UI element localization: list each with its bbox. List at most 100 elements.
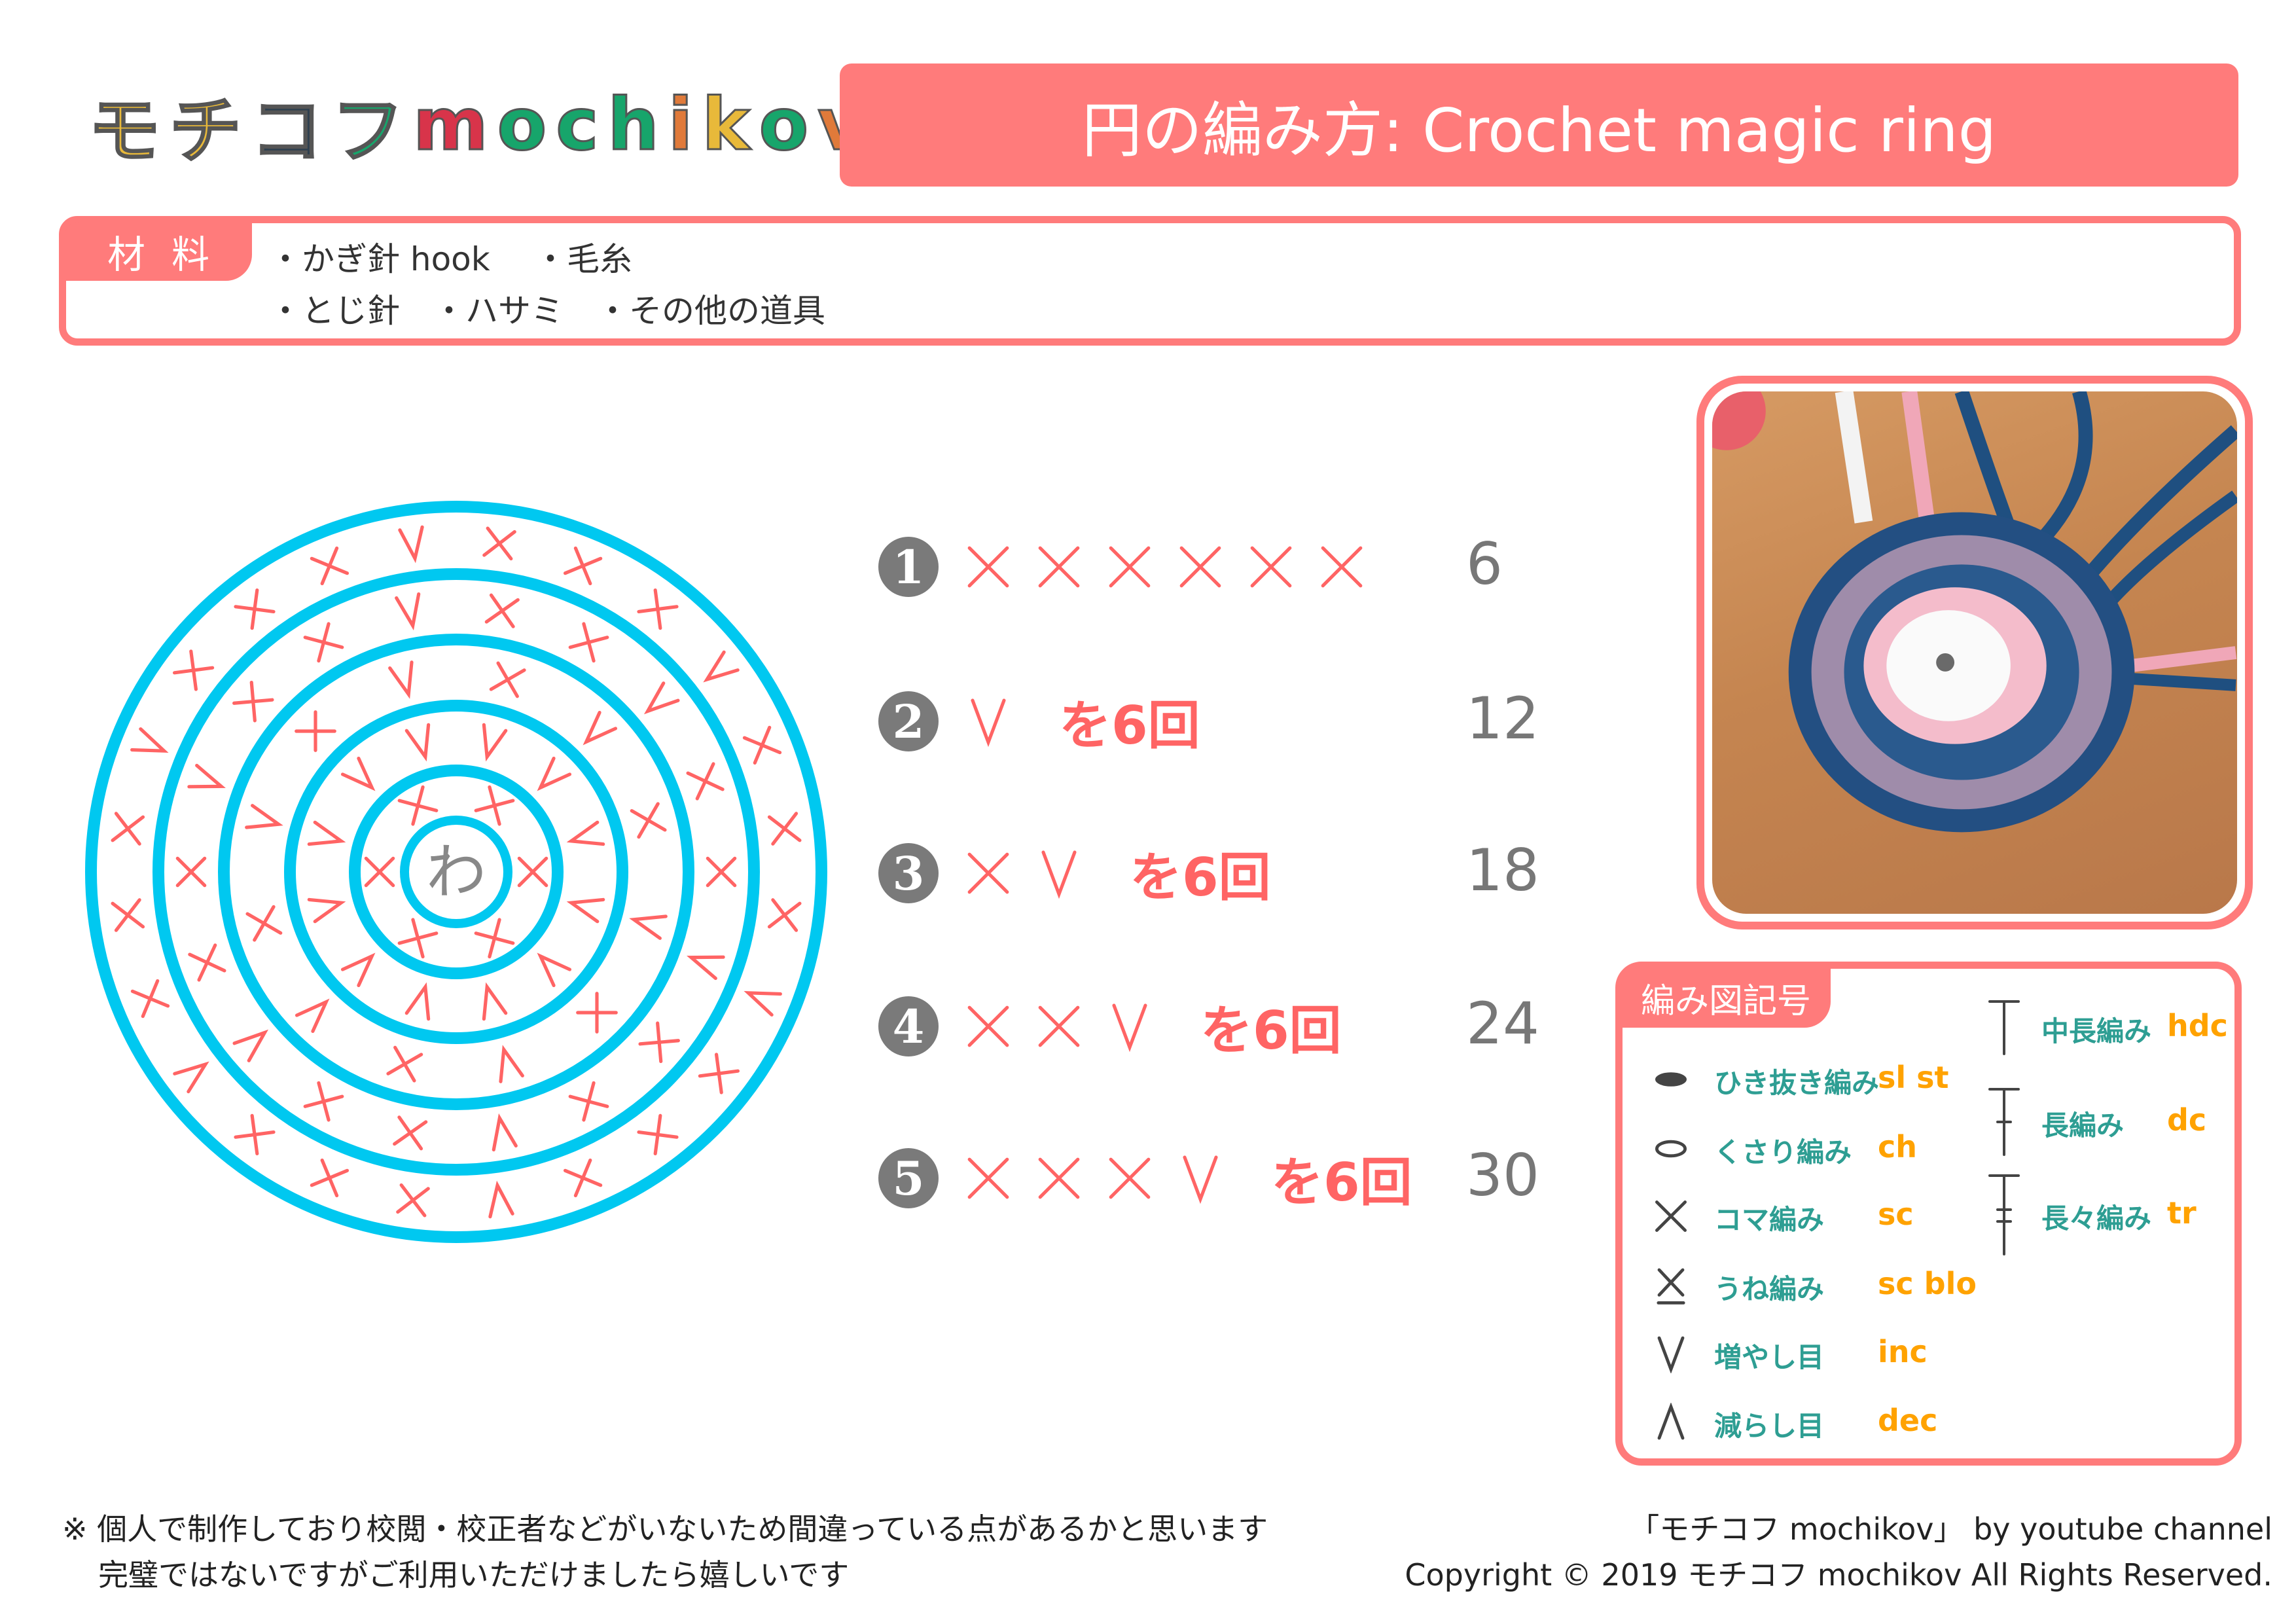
increase-symbol	[744, 990, 782, 1017]
stitch-count: 12	[1466, 685, 1539, 752]
single-crochet-symbol	[686, 762, 725, 801]
increase-symbol	[307, 897, 346, 924]
legend-jp-label: コマ編み	[1714, 1204, 1825, 1236]
round-stitch-sequence: を6回	[962, 994, 1342, 1061]
page-title: 円の編み方: Crochet magic ring	[1081, 95, 1997, 166]
logo-letter: o	[496, 82, 556, 168]
v-icon	[1657, 1336, 1685, 1373]
single-crochet-symbol	[638, 1021, 680, 1064]
legend-en-label: hdc	[2167, 1008, 2228, 1043]
material-item: ・ハサミ	[433, 292, 564, 330]
single-crochet-icon	[1179, 546, 1221, 588]
brand-logo: モチコフ mochikov	[88, 79, 874, 174]
increase-symbol	[404, 723, 431, 762]
round-number-badge: 1	[878, 537, 939, 597]
single-crochet-symbol	[482, 526, 516, 561]
increase-icon	[1112, 1003, 1147, 1053]
repeat-label: を6回	[1200, 1000, 1342, 1061]
single-crochet-symbol	[630, 802, 667, 839]
single-crochet-symbol	[517, 856, 548, 888]
logo-letter: コ	[250, 88, 332, 174]
round-ring	[349, 765, 564, 979]
magic-ring-label: わ	[426, 837, 486, 907]
single-crochet-symbol	[386, 1045, 423, 1083]
material-item: ・かぎ針 hook	[269, 240, 490, 278]
material-item: ・その他の道具	[596, 292, 825, 330]
round-stitch-sequence: を6回	[962, 689, 1200, 756]
single-crochet-symbol	[130, 979, 170, 1019]
single-crochet-symbol	[568, 1081, 609, 1122]
single-crochet-symbol	[568, 622, 609, 663]
logo-letter: c	[555, 82, 608, 168]
logo-letter: チ	[169, 88, 251, 174]
increase-symbol	[307, 820, 346, 846]
single-crochet-symbol	[245, 905, 283, 942]
increase-icon	[971, 698, 1006, 748]
single-crochet-icon	[967, 852, 1009, 894]
single-crochet-icon	[1109, 546, 1151, 588]
single-crochet-icon	[967, 546, 1009, 588]
increase-symbol	[537, 756, 572, 791]
increase-symbol	[488, 1180, 514, 1219]
single-crochet-icon	[1038, 1157, 1080, 1199]
t-icon	[1988, 1000, 2020, 1055]
legend-jp-label: 増やし目	[1714, 1341, 1825, 1373]
material-item: ・とじ針	[269, 292, 400, 330]
single-crochet-icon	[967, 1157, 1009, 1199]
legend-en-label: tr	[2167, 1195, 2197, 1231]
single-crochet-symbol	[706, 856, 737, 888]
logo-letter: m	[412, 82, 497, 168]
round-stitch-sequence: を6回	[962, 840, 1271, 908]
round-number-badge: 2	[878, 691, 939, 751]
increase-symbol	[398, 525, 424, 564]
increase-symbol	[566, 897, 605, 924]
slip-stitch-dot-icon	[1655, 1072, 1687, 1087]
single-crochet-symbol	[742, 725, 782, 765]
increase-symbol	[629, 914, 668, 940]
increase-symbol	[687, 955, 725, 981]
single-crochet-icon	[1250, 546, 1292, 588]
disclaimer-line-1: ※ 個人で制作しており校閲・校正者などがいないため間違っている点があるかと思いま…	[62, 1511, 1268, 1547]
legend-en-label: sl st	[1878, 1060, 1949, 1095]
round-ring	[284, 700, 628, 1044]
title-banner: 円の編み方: Crochet magic ring	[840, 63, 2238, 187]
single-crochet-symbol	[310, 546, 350, 586]
single-crochet-symbol	[111, 812, 145, 846]
chain-oval-icon	[1655, 1140, 1687, 1158]
crochet-photo-image	[1712, 391, 2237, 833]
single-crochet-symbol	[576, 992, 618, 1034]
materials-box: 材料 ・かぎ針 hook ・毛糸 ・とじ針 ・ハサミ ・その他の道具	[59, 216, 2241, 346]
single-crochet-symbol	[698, 1053, 740, 1094]
round-ring	[152, 568, 760, 1176]
stitch-count: 30	[1466, 1142, 1539, 1209]
single-crochet-symbol	[111, 898, 145, 932]
single-crochet-icon	[967, 1005, 1009, 1047]
single-crochet-symbol	[563, 1158, 603, 1198]
single-crochet-symbol	[234, 588, 276, 630]
legend-en-label: dec	[1878, 1403, 1938, 1438]
legend-en-label: sc	[1878, 1197, 1914, 1232]
single-crochet-icon	[1038, 1005, 1080, 1047]
logo-letter: i	[667, 82, 702, 168]
single-crochet-symbol	[172, 649, 215, 691]
single-crochet-symbol	[310, 1158, 350, 1198]
increase-symbol	[295, 998, 330, 1034]
legend-jp-label: ひき抜き編み	[1714, 1067, 1880, 1099]
legend-jp-label: 中長編み	[2041, 1015, 2152, 1047]
single-crochet-symbol	[489, 661, 526, 698]
increase-symbol	[340, 756, 376, 791]
increase-symbol	[703, 650, 740, 683]
logo-letter: o	[758, 82, 818, 168]
single-crochet-symbol	[295, 710, 336, 752]
increase-symbol	[643, 681, 680, 715]
round-stitch-sequence: を6回	[962, 1146, 1412, 1213]
single-crochet-icon	[1321, 546, 1363, 588]
stitch-count: 18	[1466, 837, 1539, 904]
stitch-count: 24	[1466, 990, 1539, 1057]
increase-symbol	[492, 1113, 518, 1152]
material-item: ・毛糸	[534, 240, 632, 278]
increase-symbol	[482, 982, 508, 1021]
single-crochet-symbol	[393, 1115, 428, 1151]
single-crochet-symbol	[767, 812, 802, 846]
t-two-bars-icon	[1988, 1174, 2020, 1255]
